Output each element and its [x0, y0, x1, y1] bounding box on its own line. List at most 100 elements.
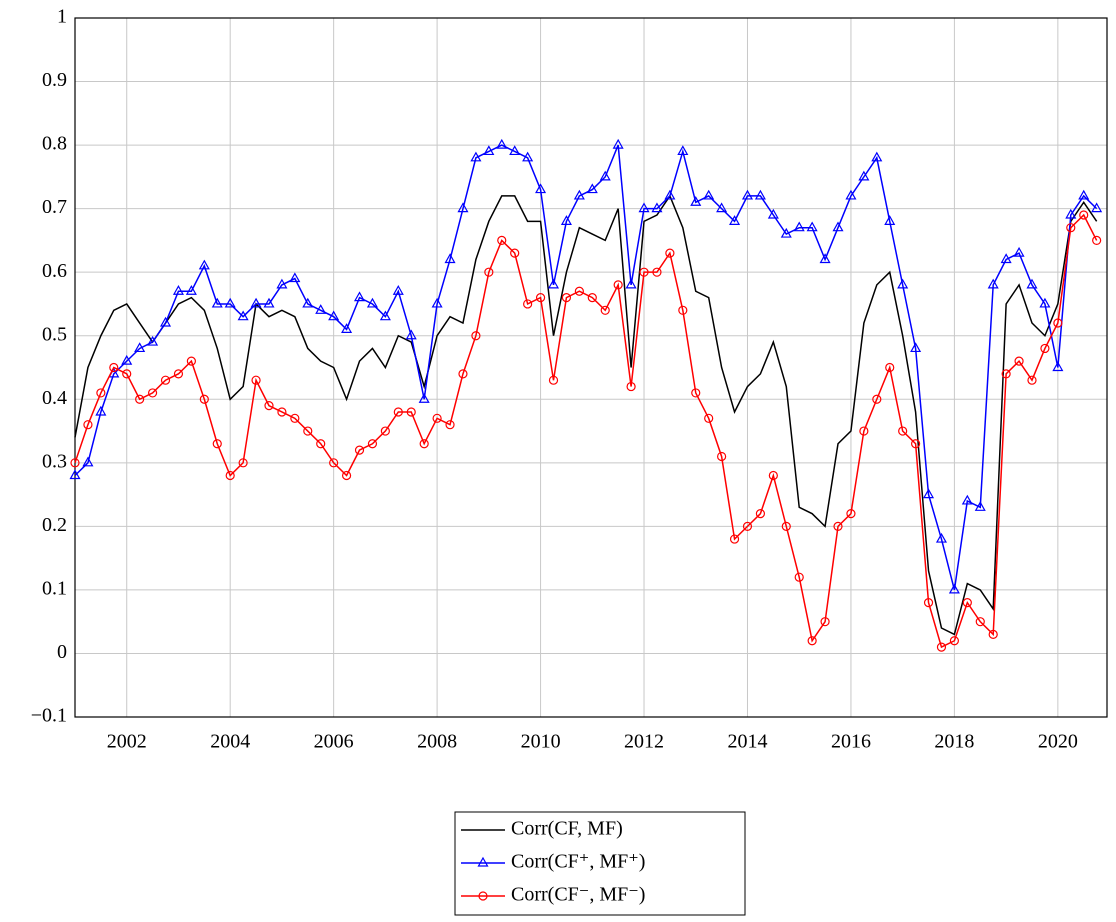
marker	[535, 183, 547, 194]
marker	[1039, 297, 1051, 308]
marker	[95, 405, 107, 416]
marker	[393, 407, 403, 417]
marker	[69, 469, 81, 480]
marker	[833, 521, 843, 531]
marker	[612, 138, 624, 149]
marker	[70, 458, 80, 468]
y-tick-label: −0.1	[31, 705, 67, 727]
marker	[548, 375, 559, 385]
x-tick-label: 2008	[417, 731, 457, 753]
series-line	[74, 213, 1098, 649]
marker	[704, 413, 714, 423]
marker	[238, 458, 248, 468]
marker	[353, 291, 366, 302]
marker	[1078, 189, 1090, 200]
legend-label: Corr(CF⁻, MF⁻)	[511, 884, 645, 906]
marker	[445, 420, 455, 430]
marker	[923, 488, 935, 499]
marker	[1013, 246, 1025, 257]
marker	[484, 267, 494, 277]
marker	[948, 583, 960, 594]
marker	[651, 202, 663, 213]
marker	[186, 356, 196, 366]
marker	[82, 456, 94, 467]
marker	[341, 323, 353, 333]
marker	[212, 439, 222, 449]
marker	[587, 293, 597, 303]
marker	[988, 629, 998, 639]
marker	[160, 316, 172, 327]
marker	[793, 221, 805, 232]
marker	[1001, 369, 1011, 379]
marker	[211, 297, 223, 308]
marker	[251, 375, 261, 385]
marker	[858, 170, 870, 181]
marker	[717, 451, 727, 462]
marker	[1052, 361, 1064, 372]
series-line	[74, 144, 1098, 591]
marker	[690, 196, 702, 206]
marker	[147, 388, 158, 398]
marker	[315, 304, 327, 314]
marker	[471, 331, 481, 341]
marker	[328, 310, 340, 321]
marker	[354, 445, 365, 455]
marker	[418, 393, 430, 403]
marker	[806, 221, 818, 232]
marker	[962, 598, 972, 608]
marker	[613, 280, 623, 290]
marker	[1026, 278, 1038, 289]
marker	[1092, 235, 1102, 246]
x-tick-label: 2012	[624, 731, 664, 753]
marker	[510, 248, 520, 258]
y-tick-label: 1	[57, 6, 67, 28]
y-tick-label: 0.8	[42, 133, 67, 155]
y-tick-label: 0.6	[42, 260, 67, 282]
marker	[987, 278, 999, 289]
marker	[1065, 208, 1077, 219]
marker	[703, 189, 715, 200]
marker	[367, 439, 378, 449]
marker	[560, 215, 572, 225]
marker	[277, 407, 287, 417]
marker	[172, 285, 184, 295]
marker	[677, 145, 689, 156]
marker	[198, 259, 210, 270]
marker	[477, 856, 489, 867]
marker	[755, 509, 766, 519]
marker	[1027, 375, 1037, 385]
marker	[820, 617, 830, 627]
marker	[379, 310, 391, 321]
marker	[470, 151, 482, 162]
marker	[1053, 318, 1063, 328]
y-tick-label: 0.7	[42, 196, 67, 218]
marker	[109, 362, 119, 373]
marker	[237, 310, 249, 321]
y-tick-label: 0	[57, 641, 67, 663]
marker	[872, 394, 882, 404]
marker	[768, 470, 778, 481]
marker	[341, 470, 352, 481]
marker	[419, 439, 429, 449]
marker	[316, 439, 326, 449]
y-tick-label: 0.5	[42, 323, 67, 345]
marker	[859, 426, 869, 436]
marker	[329, 458, 339, 468]
marker	[678, 305, 688, 315]
marker	[224, 297, 236, 308]
y-tick-label: 0.3	[42, 450, 67, 472]
marker	[1040, 343, 1050, 354]
marker	[754, 189, 766, 200]
marker	[366, 297, 378, 308]
marker	[626, 381, 636, 392]
marker	[547, 278, 560, 289]
x-tick-label: 2002	[107, 731, 147, 753]
marker	[586, 183, 598, 194]
marker	[147, 335, 159, 346]
marker	[199, 394, 209, 404]
marker	[741, 189, 754, 200]
marker	[729, 215, 741, 225]
x-tick-label: 2018	[934, 731, 974, 753]
y-tick-label: 0.9	[42, 69, 67, 91]
marker	[729, 534, 740, 544]
